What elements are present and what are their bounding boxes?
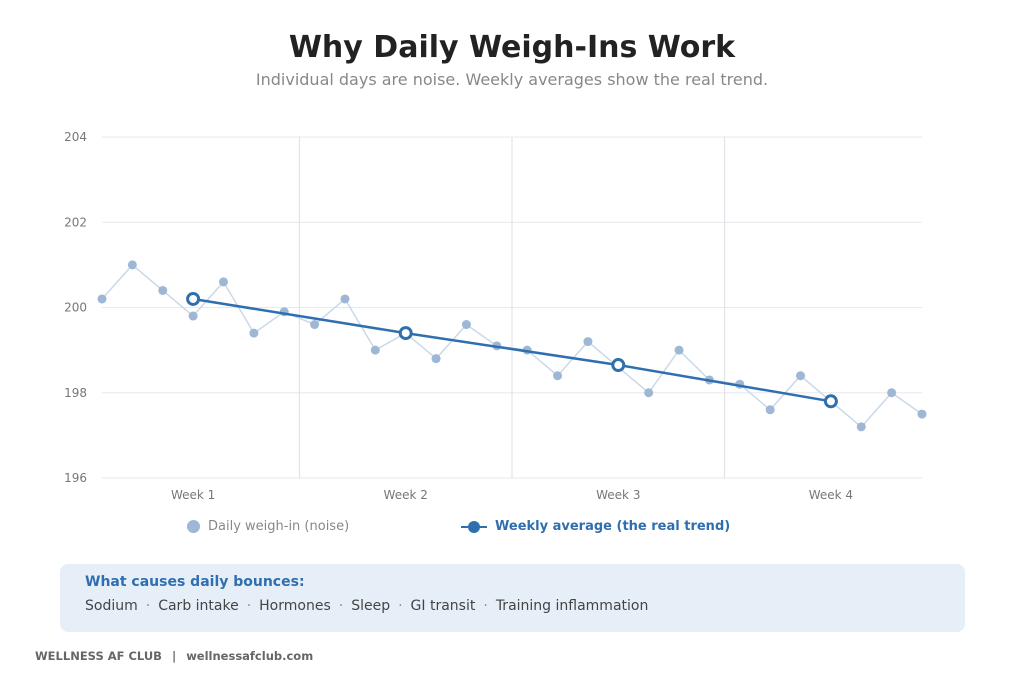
cause-separator: · <box>483 598 488 614</box>
causes-list: Sodium · Carb intake · Hormones · Sleep · GI tra… <box>85 598 940 614</box>
daily-point <box>461 320 471 330</box>
cause-item: Training inflammation <box>495 598 649 614</box>
footer-divider: | <box>171 649 177 663</box>
legend-item-weekly: Weekly average (the real trend) <box>461 519 730 534</box>
daily-point <box>97 294 107 304</box>
daily-point <box>765 405 775 415</box>
weekly-average-point <box>611 358 626 373</box>
weekly-average-point <box>398 326 413 341</box>
daily-point <box>856 422 866 432</box>
daily-point <box>127 260 137 270</box>
chart-subtitle: Individual days are noise. Weekly averag… <box>255 70 769 89</box>
daily-point <box>431 354 441 364</box>
y-tick-label: 202 <box>64 215 87 229</box>
daily-point <box>583 337 593 347</box>
info-title: What causes daily bounces: <box>85 574 305 590</box>
y-tick-label: 198 <box>64 386 87 400</box>
daily-point <box>310 320 320 330</box>
legend-line-marker-icon <box>461 520 487 534</box>
daily-point <box>158 285 168 295</box>
weekly-average-point <box>186 291 201 306</box>
daily-point <box>340 294 350 304</box>
weekly-trend-line <box>192 297 832 403</box>
chart-title: Why Daily Weigh-Ins Work <box>288 30 736 65</box>
daily-point <box>917 409 927 419</box>
y-tick-label: 200 <box>64 301 87 315</box>
cause-item: Hormones <box>259 598 331 614</box>
chart-legend: Daily weigh-in (noise) Weekly average (t… <box>0 519 1024 539</box>
x-tick-label: Week 1 <box>171 488 215 502</box>
footer-site: wellnessafclub.com <box>186 649 314 663</box>
cause-separator: · <box>338 598 344 614</box>
x-tick-label: Week 2 <box>384 488 428 502</box>
y-tick-label: 196 <box>64 471 87 485</box>
daily-bounces-info-box: What causes daily bounces: Sodium · Carb i… <box>60 564 965 632</box>
weight-trend-chart: 196 198 200 202 204 Week 1 Week 2 Week 3 Week 4 <box>64 130 927 502</box>
cause-separator: · <box>398 598 403 614</box>
daily-point <box>370 345 380 355</box>
daily-point <box>887 388 897 398</box>
legend-item-daily: Daily weigh-in (noise) <box>187 519 349 534</box>
cause-separator: · <box>145 598 151 614</box>
weekly-average-point <box>823 394 838 409</box>
daily-point <box>796 371 806 381</box>
legend-dot-icon <box>187 520 200 533</box>
cause-item: GI transit <box>410 598 476 614</box>
x-tick-label: Week 4 <box>809 488 853 502</box>
legend-label-weekly: Weekly average (the real trend) <box>495 519 731 534</box>
legend-label-daily: Daily weigh-in (noise) <box>208 519 350 534</box>
daily-point <box>553 371 563 381</box>
cause-separator: · <box>246 598 252 614</box>
cause-item: Sleep <box>351 598 391 614</box>
footer-brand: WELLNESS AF CLUB <box>35 649 162 663</box>
cause-item: Carb intake <box>158 598 239 614</box>
y-tick-label: 204 <box>64 130 87 144</box>
daily-point <box>218 277 228 287</box>
daily-point <box>188 311 198 321</box>
daily-point <box>644 388 654 398</box>
cause-item: Sodium <box>85 598 138 614</box>
footer: WELLNESS AF CLUB | wellnessafclub.com <box>35 649 313 663</box>
daily-point <box>249 328 259 338</box>
daily-point <box>674 345 684 355</box>
x-tick-label: Week 3 <box>596 488 640 502</box>
